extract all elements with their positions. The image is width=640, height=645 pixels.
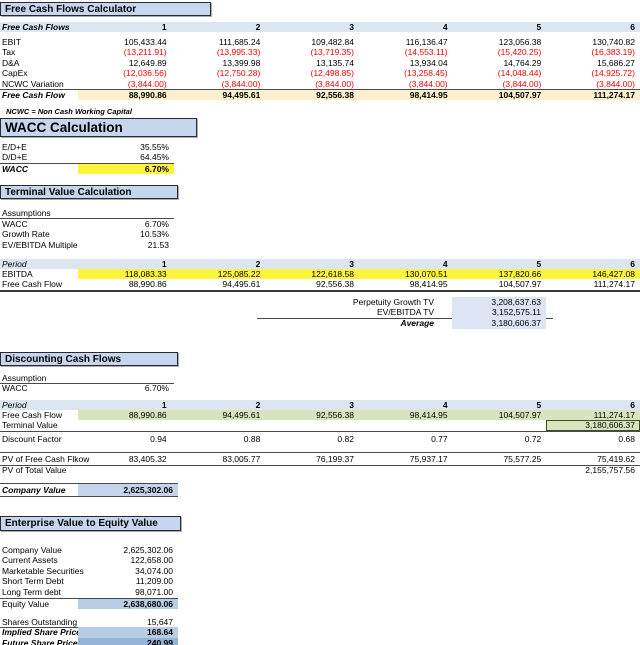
row-label[interactable]: EBIT — [2, 37, 21, 47]
implied-share-price-cell[interactable]: 168.64 — [78, 627, 178, 638]
table-row-ebitda: EBITDA 118,083.33 125,085.22 122,618.58 … — [0, 268, 640, 280]
row-label[interactable]: CapEx — [2, 68, 28, 79]
row-label[interactable]: Shares Outstanding — [2, 616, 78, 627]
row-label[interactable]: Marketable Securities — [2, 565, 84, 576]
row-label[interactable]: WACC — [2, 219, 28, 229]
row-label[interactable]: D/D+E — [2, 152, 28, 163]
table-row-ncwc: NCWC Variation (3,844.00) (3,844.00) (3,… — [2, 78, 635, 89]
row-label[interactable]: Short Term Debt — [2, 576, 64, 587]
row-label[interactable]: WACC — [2, 163, 28, 174]
period-1[interactable]: 1 — [161, 22, 167, 32]
table-row-pv-fcf: PV of Free Cash Flkow 83,405.32 83,005.7… — [0, 454, 640, 466]
row-label[interactable]: Average — [400, 318, 434, 329]
table-row-capex: CapEx (12,036.56) (12,750.28) (12,498.85… — [2, 68, 635, 79]
period-label[interactable]: Period — [2, 258, 27, 269]
row-perpetuity-growth-tv: Perpetuity Growth TV 3,208,637.63 — [0, 297, 546, 308]
table-row-terminal-value: Terminal Value 3,180,606.37 — [0, 420, 640, 432]
row-growth-rate: Growth Rate 10.53% — [2, 229, 169, 240]
row-label[interactable]: EV/EBITDA Multiple — [2, 239, 78, 250]
company-value-cell[interactable]: 2,625,302.06 — [78, 483, 178, 496]
fcf-table-header-row: Free Cash Flows 1 2 3 4 5 6 — [0, 22, 640, 33]
row-ev-ebitda-multiple: EV/EBITDA Multiple 21.53 — [2, 239, 169, 250]
row-disc-wacc: WACC 6.70% — [2, 383, 169, 393]
section-header-discounting[interactable]: Discounting Cash Flows — [0, 352, 178, 366]
row-bridge-company-value: Company Value 2,625,302.06 — [2, 545, 173, 555]
section-header-fcf-calculator[interactable]: Free Cash Flows Calculator — [0, 2, 211, 16]
row-label[interactable]: Company Value — [2, 545, 62, 555]
row-marketable-securities: Marketable Securities 34,074.00 — [2, 565, 173, 576]
pv-separator-line — [0, 452, 640, 453]
row-label[interactable]: Current Assets — [2, 555, 58, 566]
row-label[interactable]: Implied Share Price — [2, 627, 81, 638]
row-short-term-debt: Short Term Debt 11,209.00 — [2, 576, 173, 587]
row-label[interactable]: E/D+E — [2, 142, 27, 152]
row-label[interactable]: Growth Rate — [2, 229, 50, 240]
row-label[interactable]: Terminal Value — [2, 420, 58, 431]
table-row-free-cash-flow-total: Free Cash Flow 88,990.86 94,495.61 92,55… — [0, 89, 640, 101]
period-label[interactable]: Period — [2, 399, 27, 410]
table-row-tv-fcf: Free Cash Flow 88,990.86 94,495.61 92,55… — [0, 279, 640, 292]
table-row-da: D&A 12,649.89 13,399.98 13,135.74 13,934… — [2, 57, 635, 68]
pv-total-value[interactable]: 2,155,757.56 — [585, 465, 635, 476]
assumptions-title: Assumptions — [0, 208, 174, 220]
section-header-equity-bridge[interactable]: Enterprise Value to Equity Value — [0, 516, 181, 531]
row-label[interactable]: Tax — [2, 47, 16, 58]
row-label[interactable]: PV of Free Cash Flkow — [2, 454, 90, 465]
table-row-tax: Tax (13,211.91) (13,995.33) (13,719.35) … — [2, 47, 635, 58]
row-label[interactable]: Free Cash Flow — [2, 409, 62, 420]
row-future-share-price: Future Share Price 240.99 — [0, 637, 178, 645]
average-separator-line — [257, 317, 553, 319]
row-label[interactable]: Long Term debt — [2, 586, 61, 597]
row-long-term-debt: Long Term debt 98,071.00 — [2, 586, 173, 597]
row-implied-share-price: Implied Share Price 168.64 — [0, 627, 178, 638]
table-row-disc-fcf: Free Cash Flow 88,990.86 94,495.61 92,55… — [0, 409, 640, 421]
row-current-assets: Current Assets 122,658.00 — [2, 555, 173, 566]
wacc-value-highlighted[interactable]: 6.70% — [78, 163, 174, 175]
period-6[interactable]: 6 — [630, 22, 635, 32]
assumption-title: Assumption — [0, 373, 174, 384]
row-label[interactable]: PV of Total Value — [2, 465, 67, 476]
row-label[interactable]: EV/EBITDA TV — [376, 307, 434, 318]
row-wacc-result: WACC 6.70% — [0, 162, 174, 175]
row-label[interactable]: EBITDA — [2, 268, 33, 279]
ncwc-footnote: NCWC = Non Cash Working Capital — [6, 107, 132, 116]
row-label[interactable]: D&A — [2, 57, 20, 68]
row-label[interactable]: Equity Value — [2, 598, 50, 609]
disc-period-header-row: Period 1 2 3 4 5 6 — [0, 399, 640, 410]
row-company-value: Company Value 2,625,302.06 — [0, 482, 178, 497]
future-share-price-cell[interactable]: 240.99 — [78, 637, 178, 645]
section-header-terminal-value[interactable]: Terminal Value Calculation — [0, 185, 178, 199]
table-row-ebit: EBIT 105,433.44 111,685.24 109,482.84 11… — [2, 37, 635, 47]
row-equity-value: Equity Value 2,638,680.06 — [0, 597, 178, 610]
row-tv-wacc: WACC 6.70% — [2, 219, 169, 229]
terminal-value-cell[interactable]: 3,180,606.37 — [546, 420, 640, 431]
period-4[interactable]: 4 — [442, 22, 448, 32]
row-e-over-de: E/D+E 35.55% — [2, 142, 169, 152]
row-label[interactable]: Free Cash Flow — [2, 90, 65, 100]
row-tv-average: Average 3,180,606.37 — [0, 318, 546, 329]
row-label[interactable]: NCWC Variation — [2, 78, 64, 89]
row-label[interactable]: Discount Factor — [2, 433, 62, 444]
table-row-discount-factor: Discount Factor 0.94 0.88 0.82 0.77 0.72… — [2, 433, 635, 444]
section-header-wacc[interactable]: WACC Calculation — [0, 118, 197, 137]
equity-value-cell[interactable]: 2,638,680.06 — [78, 598, 178, 610]
row-label[interactable]: Company Value — [2, 484, 66, 495]
tv-period-header-row: Period 1 2 3 4 5 6 — [0, 258, 640, 269]
row-ev-ebitda-tv: EV/EBITDA TV 3,152,575.11 — [0, 307, 546, 318]
row-label[interactable]: WACC — [2, 383, 28, 393]
table-row-pv-total: PV of Total Value 2,155,757.56 — [0, 465, 640, 475]
period-2[interactable]: 2 — [255, 22, 261, 32]
period-5[interactable]: 5 — [536, 22, 542, 32]
period-3[interactable]: 3 — [349, 22, 354, 32]
row-d-over-de: D/D+E 64.45% — [2, 152, 169, 163]
row-label[interactable]: Free Cash Flow — [2, 279, 62, 290]
fcf-table-header-label[interactable]: Free Cash Flows — [2, 22, 70, 32]
row-label[interactable]: Future Share Price — [2, 637, 78, 645]
row-label[interactable]: Perpetuity Growth TV — [352, 297, 434, 307]
